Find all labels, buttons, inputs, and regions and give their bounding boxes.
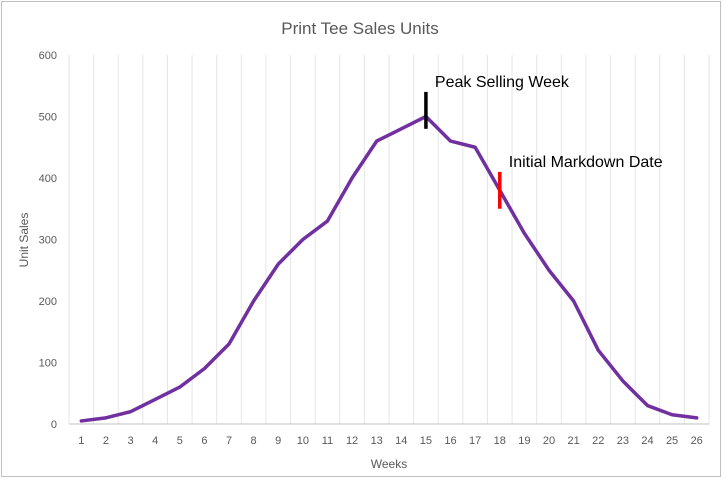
x-tick-label: 17 [469,435,481,447]
x-tick-label: 5 [177,435,183,447]
x-tick-label: 15 [420,435,432,447]
x-tick-label: 4 [152,435,158,447]
x-tick-label: 8 [251,435,257,447]
x-tick-label: 25 [666,435,678,447]
x-axis-ticks: 1 2 3 4 5 6 7 8 9 10 11 12 13 14 15 16 17 18 19 20 21 22 23 24 2… [78,435,703,447]
x-tick-label: 1 [78,435,84,447]
x-tick-label: 22 [592,435,604,447]
annotation-label: Initial Markdown Date [509,154,663,171]
series-layer [79,114,699,423]
x-tick-label: 23 [617,435,629,447]
x-axis-label: Weeks [371,457,407,471]
y-tick-label: 300 [39,235,57,247]
y-tick-label: 100 [39,358,57,370]
x-tick-label: 3 [127,435,133,447]
x-tick-label: 18 [494,435,506,447]
x-tick-label: 21 [567,435,579,447]
x-tick-label: 26 [691,435,703,447]
x-tick-label: 9 [275,435,281,447]
y-tick-label: 0 [51,419,57,431]
y-tick-label: 200 [39,296,57,308]
x-tick-label: 7 [226,435,232,447]
x-tick-label: 6 [201,435,207,447]
x-tick-label: 2 [103,435,109,447]
y-tick-label: 400 [39,173,57,185]
x-tick-label: 20 [543,435,555,447]
x-tick-label: 19 [518,435,530,447]
y-tick-label: 600 [39,50,57,62]
x-tick-label: 12 [346,435,358,447]
y-axis-ticks: 0 100 200 300 400 500 600 [39,50,57,431]
x-tick-label: 11 [322,435,333,447]
y-axis-label: Unit Sales [17,213,31,268]
x-tick-label: 13 [371,435,383,447]
annotations-layer: Peak Selling Week Initial Markdown Date [424,74,663,209]
x-tick-label: 24 [641,435,653,447]
x-tick-label: 14 [395,435,407,447]
x-tick-label: 16 [444,435,456,447]
annotation-label: Peak Selling Week [435,74,570,91]
y-tick-label: 500 [39,112,57,124]
grid-lines [68,55,710,424]
chart-title: Print Tee Sales Units [281,19,438,38]
x-tick-label: 10 [297,435,309,447]
series-line [79,114,699,423]
